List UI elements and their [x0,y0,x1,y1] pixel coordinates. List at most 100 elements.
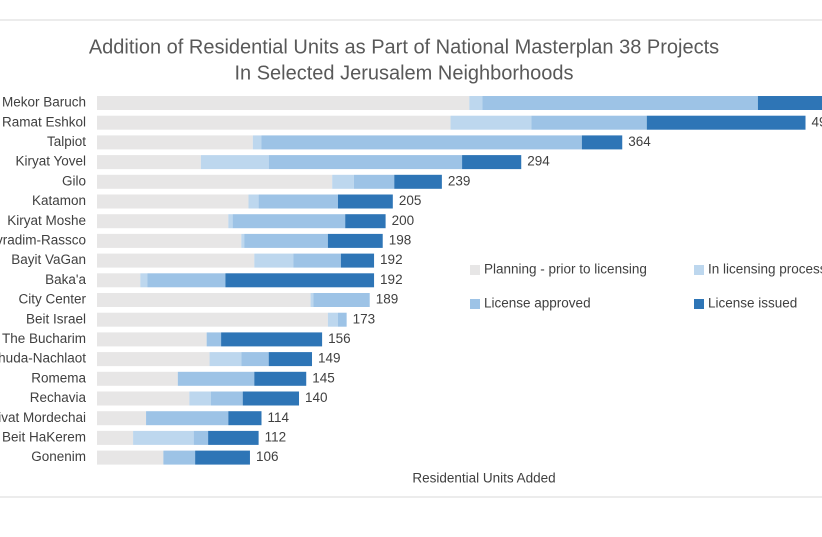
bar-segment [268,352,313,367]
bar-segment [450,115,532,130]
y-tick-label: Gilo [62,173,86,188]
bar-segment [147,273,226,288]
y-tick-label: Baka'a [45,272,86,287]
bar-segment [97,233,242,248]
bar-segment [97,352,210,367]
bar-segment [97,273,141,288]
bar-segment [97,155,201,170]
y-tick-label: Givat Havradim-Rassco [0,232,86,247]
total-label: 189 [376,292,399,307]
legend-swatch [694,265,704,275]
bar-segment [244,233,328,248]
bar-segment [581,135,623,150]
bar-segment [332,174,354,189]
bar-segment [337,194,393,209]
bar-segment [258,194,338,209]
total-label: 192 [380,272,403,287]
total-label: 114 [268,410,290,425]
bar-segment [97,214,229,229]
bar-segment [293,253,341,268]
bar-segment [469,96,483,110]
total-label: 112 [265,429,287,444]
bar-segment [254,371,307,386]
bar-segment [646,115,806,130]
bar-segment [248,194,259,209]
bar-segment [97,332,207,347]
y-tick-label: Kiryat Moshe [7,213,86,228]
y-tick-label: Mekor Baruch [2,95,86,110]
bar-segment [757,96,822,110]
bar-segment [337,312,347,327]
bar-segment [210,391,243,406]
bar-segment [261,135,582,150]
total-label: 239 [448,173,471,188]
total-label: 156 [328,331,351,346]
y-tick-label: Rechavia [30,390,87,405]
bar-segment [482,96,758,110]
bar-segment [97,115,451,130]
bar-segment [242,391,300,406]
bar-segment [353,174,395,189]
bar-segment [327,312,338,327]
legend-label: Planning - prior to licensing [484,262,647,277]
total-label: 491 [812,114,822,129]
bar-segment [228,411,262,426]
y-tick-label: Gonenim [31,449,86,464]
x-axis-label: Residential Units Added [412,471,555,486]
bar-segment [97,96,470,110]
y-tick-label: Bayit VaGan [11,252,86,267]
total-label: 198 [389,232,412,247]
bar-segment [313,293,370,307]
bar-segment [177,371,255,386]
bar-segment [97,135,253,150]
bar-segment [268,155,463,170]
bar-segment [97,450,164,465]
bar-segment [221,332,323,347]
total-label: 192 [380,252,403,267]
bar-segment [241,233,245,248]
total-label: 205 [399,193,422,208]
y-tick-label: The Bucharim [2,331,86,346]
bar-segment [241,352,269,367]
bar-segment [209,352,242,367]
chart-border [0,19,822,498]
bar-segment [327,233,383,248]
bar-segment [97,194,249,209]
bar-segment [97,411,147,426]
bar-segment [531,115,647,130]
total-label: 200 [392,213,415,228]
legend-swatch [470,265,480,275]
bar-segment [97,174,333,189]
bar-segment [200,155,269,170]
bar-segment [97,391,190,406]
bar-segment [252,135,262,150]
y-tick-label: Kiryat Yovel [15,154,86,169]
bar-segment [208,430,259,445]
total-label: 140 [305,390,328,405]
bar-segment [195,450,250,465]
bar-segment [97,371,178,386]
bar-segment [228,214,233,229]
bar-segment [133,430,194,445]
bar-segment [189,391,211,406]
bar-segment [340,253,375,268]
bar-segment [345,214,386,229]
bar-segment [225,273,375,288]
bar-segment [310,293,314,307]
y-tick-label: Givat Mordechai [0,410,86,425]
total-label: 145 [312,370,335,385]
total-label: 173 [353,311,376,326]
y-tick-label: Talpiot [47,134,86,149]
bar-segment [146,411,229,426]
bar-segment [97,312,328,327]
bar-segment [394,174,442,189]
bar-segment [97,253,255,268]
bar-segment [193,430,209,445]
bar-segment [97,293,311,307]
bar-segment [254,253,294,268]
y-tick-label: City Center [18,292,86,307]
legend-swatch [694,299,704,309]
chart-title: Addition of Residential Units as Part of… [89,36,719,58]
bar-segment [140,273,148,288]
